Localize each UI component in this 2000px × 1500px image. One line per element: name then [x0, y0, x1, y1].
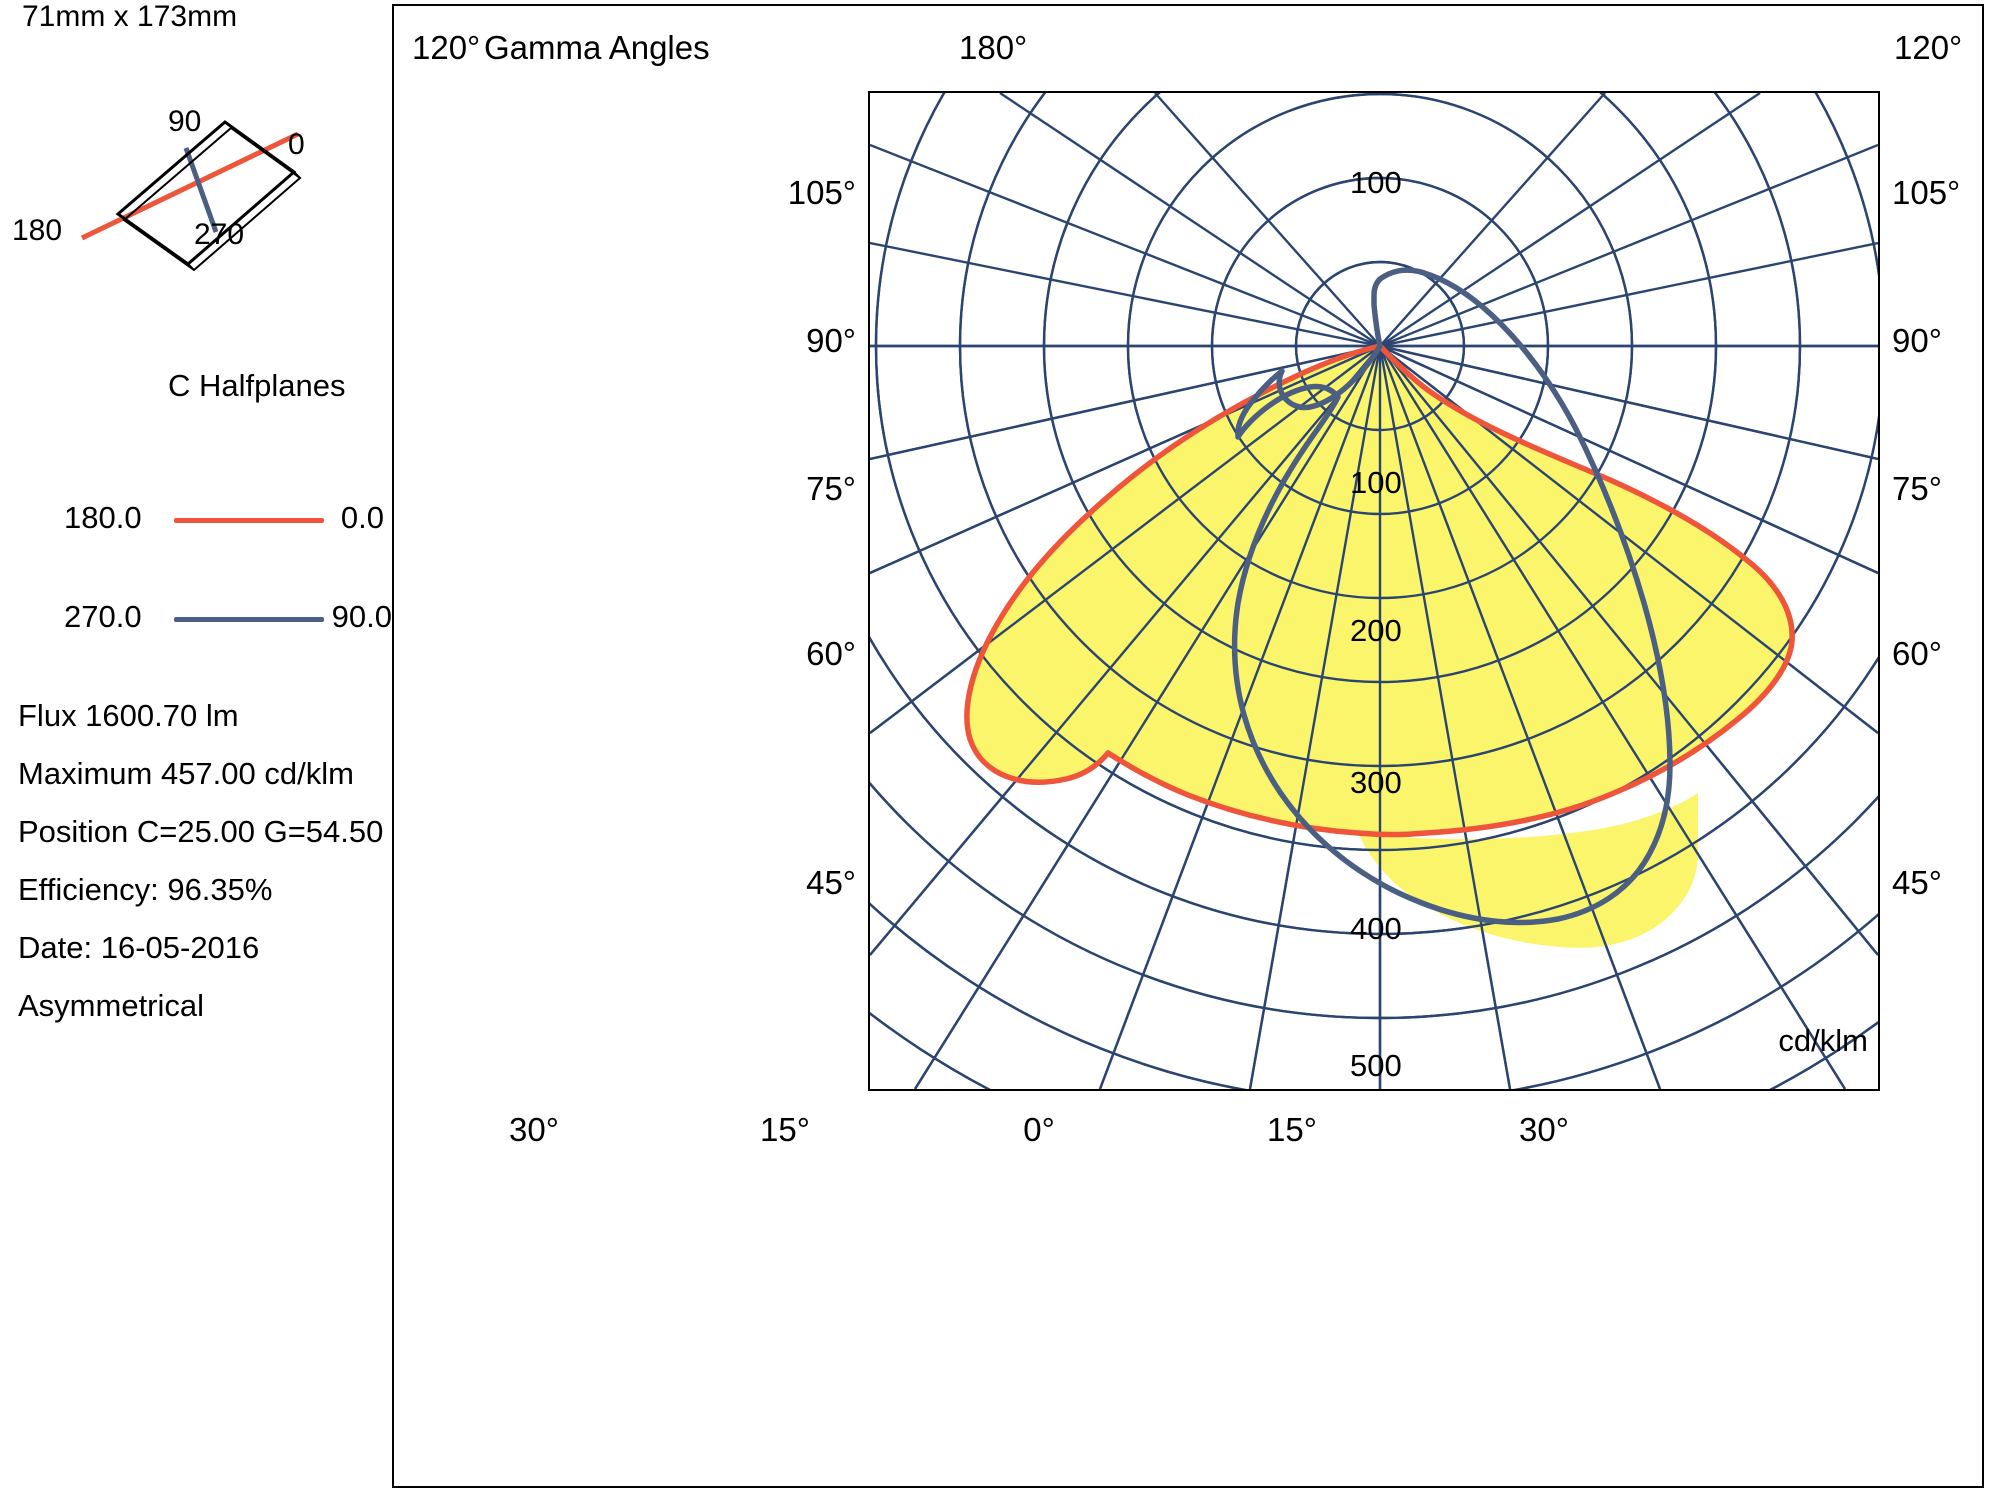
gamma-label-top-right-120: 120° — [1894, 29, 1963, 66]
legend-left-label: 180.0 — [64, 500, 142, 535]
curve-c0-c180 — [964, 343, 1795, 838]
unit-label-cd-per-klm: cd/klm — [1778, 1023, 1868, 1058]
gamma-label-right-60: 60° — [1892, 635, 1942, 672]
legend-row-c90-c270: 270.0 90.0 — [64, 599, 392, 639]
legend-line-swatch-red — [174, 518, 324, 523]
info-flux: Flux 1600.70 lm — [18, 698, 239, 733]
info-maximum: Maximum 457.00 cd/klm — [18, 756, 354, 791]
info-date: Date: 16-05-2016 — [18, 930, 260, 965]
gamma-label-top-center-180: 180° — [959, 29, 1028, 66]
radial-label-400: 400 — [1350, 911, 1402, 946]
c-halfplanes-title: C Halfplanes — [168, 368, 346, 403]
cone-angle-label-center-0: 0° — [1023, 1111, 1055, 1148]
gamma-label-left-60: 60° — [806, 635, 856, 672]
gamma-label-right-45: 45° — [1892, 864, 1942, 901]
gamma-label-top-left-120: 120° — [412, 29, 481, 66]
gamma-label-right-75: 75° — [1892, 470, 1942, 507]
cone-angle-label-left-15: 15° — [760, 1111, 810, 1148]
info-symmetry: Asymmetrical — [18, 988, 205, 1023]
legend-line-swatch-blue — [174, 617, 324, 622]
photometric-info-block: Flux 1600.70 lm Maximum 457.00 cd/klm Po… — [18, 700, 383, 1048]
gamma-label-right-90: 90° — [1892, 322, 1942, 359]
radial-label-500: 500 — [1350, 1048, 1402, 1083]
cone-angle-label-right-30: 30° — [1519, 1111, 1569, 1148]
polar-plot-panel: 120° Gamma Angles 180° 120° 105° 90° 75°… — [392, 4, 1984, 1488]
grid-overlay — [870, 93, 1878, 1089]
polar-grid-and-curves — [870, 93, 1878, 1089]
legend-row-c0-c180: 180.0 0.0 — [64, 500, 384, 540]
info-position: Position C=25.00 G=54.50 — [18, 814, 384, 849]
luminaire-label-c180: 180 — [12, 214, 63, 247]
cone-angle-label-right-15: 15° — [1267, 1111, 1317, 1148]
polar-plot-area: 100 100 200 300 400 500 cd/klm — [868, 91, 1880, 1091]
legend-left-label: 270.0 — [64, 599, 142, 634]
gamma-label-left-45: 45° — [806, 864, 856, 901]
legend-right-label: 90.0 — [331, 599, 392, 634]
radial-label-100: 100 — [1350, 465, 1402, 500]
gamma-label-left-105: 105° — [787, 174, 856, 211]
luminaire-icon — [80, 120, 302, 272]
plot-title-gamma-angles: Gamma Angles — [484, 29, 710, 66]
luminaire-label-c270: 270 — [194, 218, 245, 251]
radial-label-300: 300 — [1350, 765, 1402, 800]
info-efficiency: Efficiency: 96.35% — [18, 872, 273, 907]
gamma-label-right-105: 105° — [1892, 174, 1961, 211]
luminaire-edge-tick-b — [293, 171, 301, 179]
gamma-label-left-90: 90° — [806, 322, 856, 359]
luminaire-label-c0: 0 — [288, 128, 305, 161]
luminaire-orientation-diagram: 90 0 180 270 — [12, 105, 360, 280]
gamma-label-left-75: 75° — [806, 470, 856, 507]
luminaire-dimensions: 71mm x 173mm — [22, 0, 238, 33]
legend-right-label: 0.0 — [340, 500, 384, 535]
radial-label-100-upper: 100 — [1350, 165, 1402, 200]
luminaire-label-c90: 90 — [168, 105, 202, 138]
radial-label-200: 200 — [1350, 613, 1402, 648]
cone-angle-label-left-30: 30° — [509, 1111, 559, 1148]
curve-c90-c270 — [1231, 267, 1673, 926]
luminaire-edge-tick-a — [187, 263, 195, 271]
